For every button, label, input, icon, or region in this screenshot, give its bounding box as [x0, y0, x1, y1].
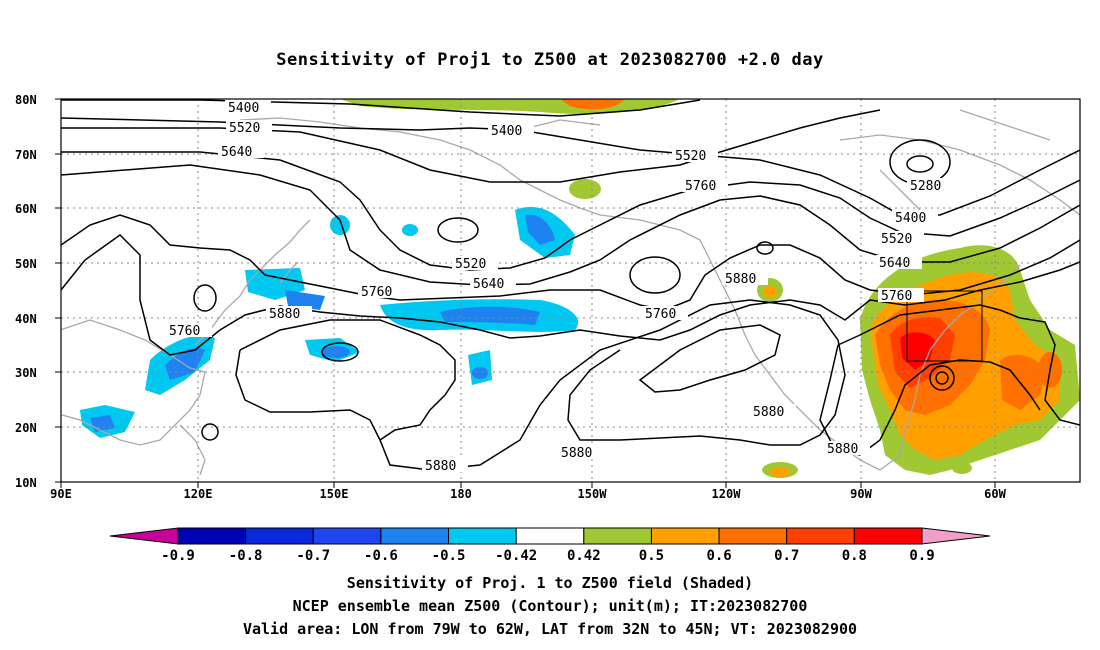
lon-label: 150E: [320, 487, 349, 501]
contour-label: 5880: [725, 272, 756, 287]
lat-label: 10N: [15, 476, 37, 490]
colorbar-tick-label: -0.6: [364, 548, 398, 564]
map-frame: [60, 98, 1081, 483]
colorbar-tick-label: 0.5: [639, 548, 664, 564]
contour-label: 5880: [425, 459, 456, 474]
latitude-labels: 80N 70N 60N 50N 40N 30N 20N 10N: [15, 93, 37, 490]
map-plot-area: 5400 5520 5640 5400 5520 5760 5280 5400 …: [61, 99, 1080, 482]
lat-label: 40N: [15, 312, 37, 326]
caption-valid-area: Valid area: LON from 79W to 62W, LAT fro…: [242, 620, 858, 638]
colorbar-tick-label: 0.8: [842, 548, 867, 564]
lat-label: 70N: [15, 148, 37, 162]
contour-label: 5400: [491, 124, 522, 139]
contour-label: 5880: [827, 442, 858, 457]
colorbar: [109, 527, 991, 545]
lon-label: 60W: [984, 487, 1006, 501]
lat-label: 30N: [15, 366, 37, 380]
colorbar-labels: -0.9 -0.8 -0.7 -0.6 -0.5 -0.42 0.42 0.5 0.6 0.7 0.…: [161, 548, 935, 564]
lon-label: 90W: [850, 487, 872, 501]
figure-title: Sensitivity of Proj1 to Z500 at 20230827…: [276, 50, 824, 70]
colorbar-swatch: [515, 527, 585, 545]
contour-label: 5760: [881, 289, 912, 304]
colorbar-tick-label: -0.5: [432, 548, 466, 564]
contour-label: 5520: [675, 149, 706, 164]
contour-label: 5760: [361, 285, 392, 300]
contour-label: 5400: [895, 211, 926, 226]
colorbar-swatch: [312, 527, 382, 545]
contour-label: 5760: [645, 307, 676, 322]
colorbar-arrow-low: [109, 527, 179, 545]
contour-label: 5640: [473, 277, 504, 292]
contour-label: 5640: [879, 256, 910, 271]
colorbar-swatch: [448, 527, 517, 545]
colorbar-swatch: [650, 527, 720, 545]
colorbar-tick-label: 0.6: [706, 548, 731, 564]
colorbar-tick-label: 0.42: [567, 548, 601, 564]
contour-label: 5640: [221, 145, 252, 160]
lon-label: 90E: [50, 487, 72, 501]
colorbar-tick-label: 0.9: [909, 548, 934, 564]
contour-label: 5400: [228, 101, 259, 116]
contour-label: 5880: [561, 446, 592, 461]
contour-label: 5520: [881, 232, 912, 247]
axis-ticks: [55, 98, 996, 488]
colorbar-tick-label: 0.7: [774, 548, 799, 564]
colorbar-arrow-high: [921, 527, 991, 545]
colorbar-tick-label: -0.7: [296, 548, 330, 564]
lat-label: 60N: [15, 202, 37, 216]
caption-shaded: Sensitivity of Proj. 1 to Z500 field (Sh…: [346, 574, 754, 592]
lon-label: 120W: [712, 487, 742, 501]
longitude-labels: 90E 120E 150E 180 150W 120W 90W 60W: [50, 487, 1006, 501]
colorbar-swatch: [380, 527, 450, 545]
colorbar-swatch: [718, 527, 788, 545]
contour-label-group: 5400 5520 5640 5400 5520 5760 5280 5400 …: [166, 100, 953, 474]
caption-contour: NCEP ensemble mean Z500 (Contour); unit(…: [292, 597, 808, 615]
lat-label: 50N: [15, 257, 37, 271]
colorbar-tick-label: -0.8: [229, 548, 263, 564]
contour-label: 5760: [685, 179, 716, 194]
colorbar-tick-label: -0.9: [161, 548, 195, 564]
lat-label: 20N: [15, 421, 37, 435]
contour-label: 5280: [910, 179, 941, 194]
contour-label: 5760: [169, 324, 200, 339]
colorbar-tick-label: -0.42: [495, 548, 537, 564]
valid-area-box: [906, 290, 983, 362]
colorbar-swatch: [245, 527, 314, 545]
colorbar-swatch: [853, 527, 923, 545]
contour-label: 5520: [455, 257, 486, 272]
contour-label: 5520: [229, 121, 260, 136]
contour-label: 5880: [753, 405, 784, 420]
contour-label: 5880: [269, 307, 300, 322]
colorbar-swatch: [177, 527, 247, 545]
lon-label: 150W: [578, 487, 608, 501]
lat-label: 80N: [15, 93, 37, 107]
colorbar-swatch: [583, 527, 652, 545]
colorbar-swatch: [786, 527, 855, 545]
lon-label: 180: [450, 487, 472, 501]
lon-label: 120E: [184, 487, 213, 501]
